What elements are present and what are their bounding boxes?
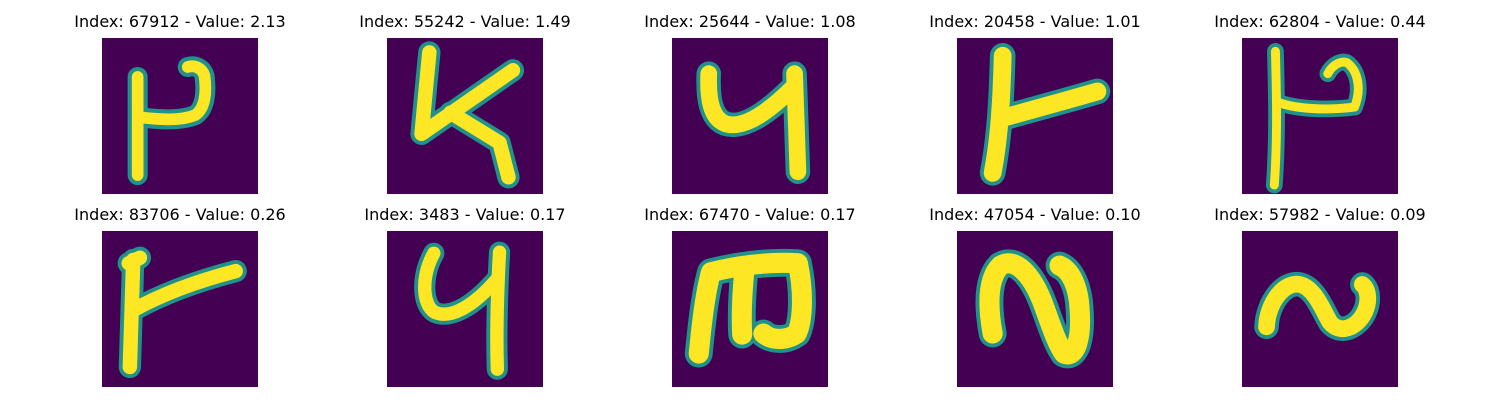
digit-one-with-bar-image (102, 231, 258, 387)
digit-four-shaped-image (672, 38, 828, 194)
digit-tilde-shaped-image (1242, 231, 1398, 387)
panel-title: Index: 47054 - Value: 0.10 (929, 205, 1141, 224)
panel-7: Index: 3483 - Value: 0.17 (345, 203, 585, 387)
digit-one-with-bar-image (957, 38, 1113, 194)
panel-title: Index: 3483 - Value: 0.17 (364, 205, 566, 224)
panel-2: Index: 55242 - Value: 1.49 (345, 10, 585, 194)
panel-3: Index: 25644 - Value: 1.08 (630, 10, 870, 194)
panel-title: Index: 57982 - Value: 0.09 (1214, 205, 1426, 224)
digit-four-shaped-image (387, 231, 543, 387)
panel-title: Index: 83706 - Value: 0.26 (74, 205, 286, 224)
panel-6: Index: 83706 - Value: 0.26 (60, 203, 300, 387)
panel-9: Index: 47054 - Value: 0.10 (915, 203, 1155, 387)
panel-10: Index: 57982 - Value: 0.09 (1200, 203, 1440, 387)
panel-title: Index: 62804 - Value: 0.44 (1214, 12, 1426, 31)
digit-n-shaped-image (957, 231, 1113, 387)
panel-title: Index: 20458 - Value: 1.01 (929, 12, 1141, 31)
digit-four-shaped-image (387, 38, 543, 194)
panel-title: Index: 55242 - Value: 1.49 (359, 12, 571, 31)
panel-title: Index: 67470 - Value: 0.17 (644, 205, 856, 224)
panel-5: Index: 62804 - Value: 0.44 (1200, 10, 1440, 194)
panel-1: Index: 67912 - Value: 2.13 (60, 10, 300, 194)
panel-4: Index: 20458 - Value: 1.01 (915, 10, 1155, 194)
letter-m-shaped-image (672, 231, 828, 387)
digit-p-shaped-image (1242, 38, 1398, 194)
panel-title: Index: 25644 - Value: 1.08 (644, 12, 856, 31)
digit-p-shaped-image (102, 38, 258, 194)
panel-8: Index: 67470 - Value: 0.17 (630, 203, 870, 387)
panel-title: Index: 67912 - Value: 2.13 (74, 12, 286, 31)
